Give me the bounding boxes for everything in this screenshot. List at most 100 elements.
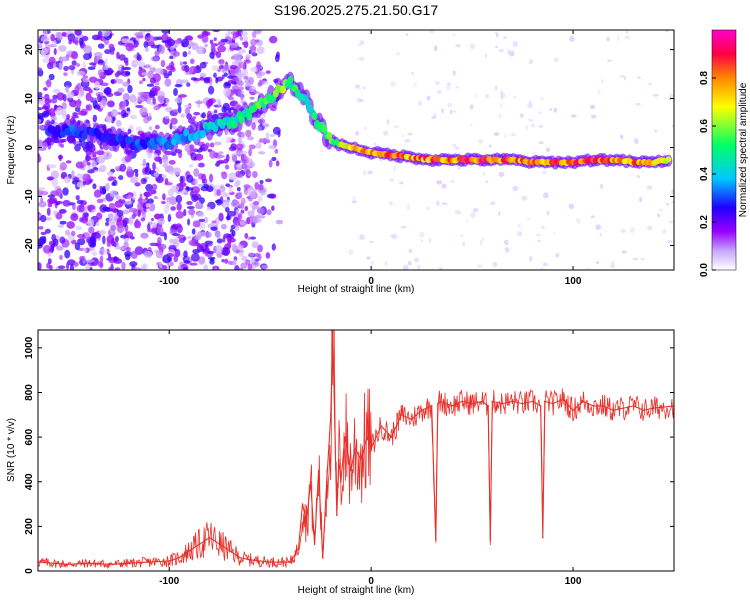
noise-blob (179, 61, 183, 66)
noise-blob (74, 85, 80, 94)
snr-data-point (269, 561, 271, 563)
noise-blob (257, 195, 263, 202)
noise-blob (209, 150, 217, 159)
noise-blob (110, 108, 118, 118)
noise-blob (157, 218, 165, 225)
noise-blob (115, 119, 122, 127)
spectrogram-xlabel: Height of straight line (km) (298, 284, 415, 295)
noise-blob (126, 205, 130, 210)
ridge-point (287, 76, 294, 85)
noise-blob (218, 59, 225, 65)
noise-blob (164, 150, 174, 156)
ridge-point (321, 125, 328, 134)
snr-xlabel: Height of straight line (km) (298, 585, 415, 596)
noise-blob (105, 116, 113, 123)
noise-blob (539, 267, 546, 270)
noise-blob (110, 79, 115, 84)
noise-blob (205, 99, 212, 108)
noise-blob (187, 218, 191, 226)
noise-blob (150, 217, 154, 222)
noise-blob (127, 128, 132, 134)
noise-blob (134, 218, 139, 226)
noise-blob (437, 89, 442, 94)
noise-blob (210, 43, 216, 49)
snr-data-point (487, 405, 490, 407)
noise-blob (224, 164, 230, 170)
noise-blob (235, 163, 243, 169)
noise-blob (261, 264, 269, 269)
noise-blob (218, 212, 224, 222)
noise-blob (114, 72, 120, 77)
noise-blob (247, 236, 251, 241)
noise-blob (265, 70, 271, 74)
noise-blob (227, 240, 232, 249)
noise-blob (113, 258, 123, 264)
noise-blob (555, 252, 560, 258)
snr-data-point (350, 469, 352, 472)
snr-data-point (562, 398, 564, 400)
noise-blob (170, 206, 176, 211)
noise-blob (157, 95, 166, 102)
noise-blob (236, 186, 241, 192)
noise-blob (154, 87, 158, 97)
noise-blob (137, 209, 142, 218)
noise-blob (665, 202, 670, 206)
snr-data-point (344, 436, 346, 438)
noise-blob (247, 263, 253, 270)
noise-blob (274, 54, 280, 63)
noise-blob (512, 41, 518, 47)
noise-blob (433, 45, 438, 52)
noise-blob (226, 210, 236, 217)
noise-blob (238, 213, 243, 221)
snr-data-point (305, 521, 308, 523)
noise-blob (156, 226, 164, 235)
noise-blob (211, 65, 220, 71)
noise-blob (216, 238, 223, 244)
noise-blob (254, 39, 260, 43)
noise-blob (113, 242, 117, 248)
noise-blob (70, 213, 79, 221)
snr-ytick-label: 200 (24, 518, 35, 535)
ridge-point (183, 128, 190, 137)
noise-blob (69, 264, 74, 270)
noise-blob (82, 248, 87, 252)
noise-blob (248, 144, 256, 150)
snr-data-point (521, 402, 524, 405)
noise-blob (165, 97, 169, 105)
noise-blob (470, 123, 473, 127)
spectrogram-xtick-label: -100 (159, 276, 179, 287)
snr-data-point (325, 480, 328, 483)
noise-blob (107, 176, 114, 182)
noise-blob (155, 213, 161, 220)
noise-blob (172, 233, 181, 237)
snr-data-point (602, 405, 605, 407)
noise-blob (168, 196, 178, 205)
noise-blob (485, 94, 490, 99)
noise-blob (189, 144, 195, 152)
noise-blob (249, 96, 255, 100)
noise-blob (221, 259, 225, 263)
noise-blob (50, 33, 56, 42)
noise-blob (243, 184, 251, 189)
noise-blob (665, 30, 669, 33)
noise-blob (399, 181, 404, 185)
snr-data-point (336, 514, 338, 517)
noise-blob (153, 171, 160, 177)
noise-blob (146, 116, 152, 121)
noise-blob (569, 35, 575, 42)
noise-blob (177, 105, 182, 114)
noise-blob (201, 112, 206, 119)
noise-blob (71, 203, 76, 211)
noise-blob (469, 104, 474, 110)
noise-blob (71, 51, 79, 60)
noise-blob (485, 180, 488, 184)
noise-blob (362, 169, 366, 176)
noise-blob (215, 160, 225, 164)
snr-xtick-label: -100 (159, 576, 179, 587)
noise-blob (213, 37, 217, 42)
noise-blob (102, 235, 106, 245)
noise-blob (135, 104, 144, 109)
noise-blob (235, 160, 241, 164)
noise-blob (154, 124, 160, 130)
